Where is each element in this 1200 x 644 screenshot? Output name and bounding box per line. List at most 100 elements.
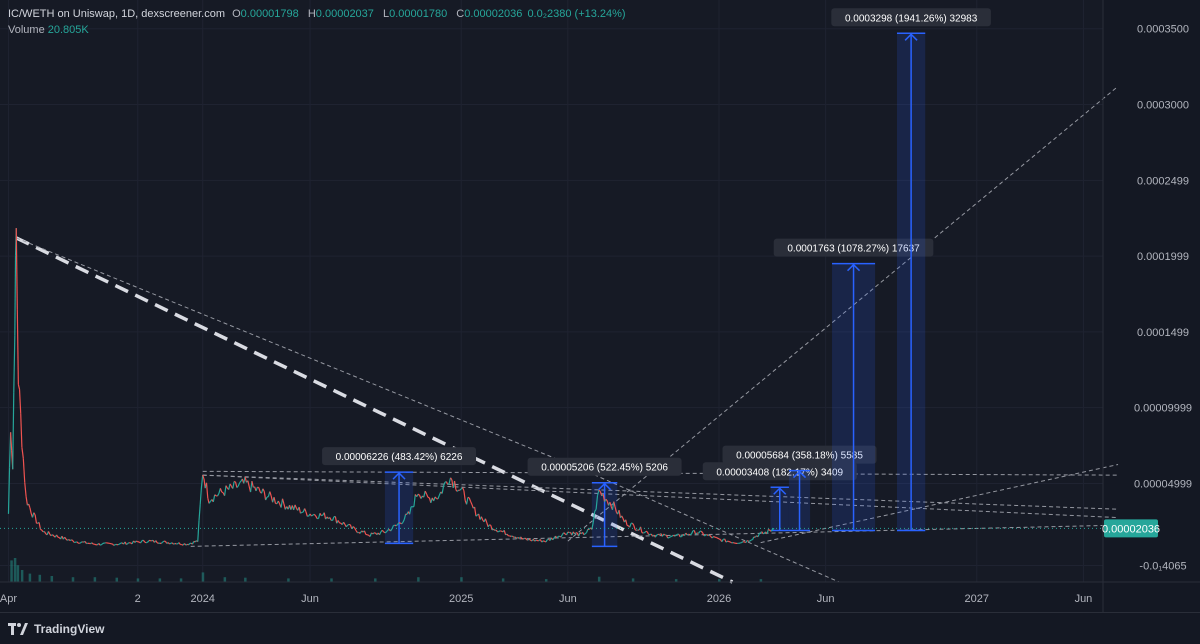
measure-label: 0.00005206 (522.45%) 5206	[541, 463, 668, 474]
open-value: 0.00001798	[241, 8, 299, 20]
x-tick-label: Jun	[817, 593, 835, 605]
price-segment	[81, 542, 82, 543]
price-segment	[300, 512, 301, 513]
price-segment	[669, 537, 670, 538]
price-segment	[385, 532, 386, 533]
price-segment	[670, 536, 671, 537]
price-segment	[733, 543, 734, 544]
measure-label: 0.0003298 (1941.26%) 32983	[845, 13, 978, 24]
y-tick-label: 0.0001499	[1137, 327, 1189, 339]
price-segment	[747, 540, 748, 541]
footer-bar: TradingView	[0, 612, 1200, 644]
price-segment	[118, 544, 119, 545]
price-segment	[468, 497, 469, 498]
price-segment	[163, 541, 164, 542]
volume-bar	[116, 578, 119, 582]
y-tick-label: -0.0₁4065	[1139, 560, 1186, 572]
ohlc-row: IC/WETH on Uniswap, 1D, dexscreener.com …	[8, 6, 628, 22]
symbol-title[interactable]: IC/WETH on Uniswap, 1D, dexscreener.com	[8, 8, 225, 20]
price-segment	[763, 533, 764, 534]
volume-bar	[137, 578, 140, 582]
price-segment	[373, 533, 374, 534]
close-value: 0.00002036	[464, 8, 522, 20]
open-key: O	[232, 8, 241, 20]
volume-bar	[180, 578, 183, 582]
price-segment	[584, 534, 585, 535]
price-segment	[740, 543, 741, 544]
price-segment	[635, 530, 636, 531]
volume-bar	[159, 578, 162, 582]
price-segment	[170, 543, 171, 544]
price-segment	[726, 541, 727, 542]
price-segment	[643, 533, 644, 534]
price-segment	[71, 540, 72, 541]
price-segment	[714, 536, 715, 537]
x-tick-label: Jun	[1075, 593, 1093, 605]
chart-legend: IC/WETH on Uniswap, 1D, dexscreener.com …	[8, 6, 628, 38]
plot-background	[0, 0, 1103, 582]
price-segment	[40, 529, 41, 530]
price-segment	[136, 541, 137, 542]
tradingview-brand: TradingView	[34, 622, 104, 636]
x-tick-label: 2024	[190, 593, 214, 605]
y-tick-label: 0.0003500	[1137, 24, 1189, 36]
volume-bar	[502, 578, 505, 582]
price-segment	[657, 534, 658, 535]
price-segment	[367, 535, 368, 536]
price-segment	[716, 537, 717, 538]
price-segment	[348, 524, 349, 525]
volume-bar	[244, 578, 247, 582]
price-segment	[750, 540, 751, 541]
price-segment	[675, 535, 676, 536]
volume-row: Volume 20.805K	[8, 22, 628, 38]
price-segment	[575, 533, 576, 534]
volume-bar	[10, 560, 13, 582]
volume-bar	[94, 577, 97, 582]
high-value: 0.00002037	[316, 8, 374, 20]
x-tick-label: Jun	[301, 593, 319, 605]
price-segment	[690, 534, 691, 535]
volume-label[interactable]: Volume	[8, 24, 45, 36]
price-segment	[311, 515, 312, 516]
price-segment	[536, 540, 537, 541]
volume-bar	[224, 577, 227, 582]
price-segment	[529, 539, 530, 540]
volume-bar	[330, 578, 333, 582]
tradingview-icon	[8, 623, 28, 635]
x-tick-label: Jun	[559, 593, 577, 605]
measure-label: 0.00003408 (182.17%) 3409	[716, 467, 843, 478]
price-segment	[15, 256, 16, 335]
price-segment	[525, 538, 526, 539]
volume-value: 20.805K	[48, 24, 89, 36]
x-tick-label: 2	[135, 593, 141, 605]
price-segment	[157, 543, 158, 544]
grid	[0, 0, 1103, 582]
price-segment	[174, 543, 175, 544]
volume-bar	[14, 558, 17, 582]
volume-bar	[374, 578, 377, 582]
price-segment	[719, 539, 720, 540]
x-tick-label: 2025	[449, 593, 473, 605]
volume-bar	[202, 572, 205, 582]
volume-bar	[72, 577, 75, 582]
price-segment	[730, 542, 731, 543]
volume-bar	[39, 575, 42, 582]
y-tick-label: 0.00009999	[1134, 403, 1192, 415]
price-segment	[718, 538, 719, 539]
change-value: 0.0₂2380 (+13.24%)	[527, 8, 625, 20]
price-segment	[119, 543, 120, 544]
volume-bar	[29, 574, 32, 582]
price-segment	[128, 543, 129, 544]
tradingview-logo[interactable]: TradingView	[8, 622, 104, 636]
price-segment	[114, 545, 115, 546]
y-tick-label: 0.00004999	[1134, 478, 1192, 490]
x-tick-label: 2027	[965, 593, 989, 605]
volume-bar	[598, 577, 601, 582]
price-segment	[234, 481, 235, 482]
volume-bar	[632, 578, 635, 582]
price-segment	[687, 534, 688, 535]
price-segment	[568, 532, 569, 533]
y-tick-label: 0.0002499	[1137, 175, 1189, 187]
